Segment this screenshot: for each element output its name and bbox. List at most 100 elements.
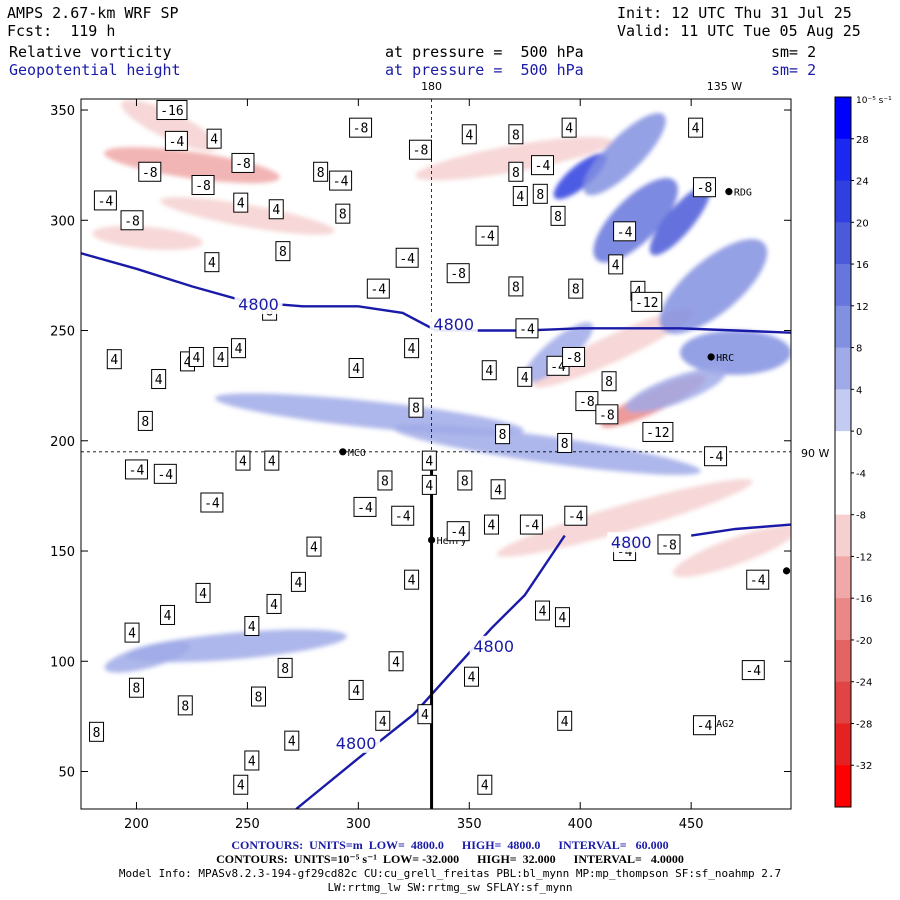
height-label-bg xyxy=(332,732,381,753)
contour-label: 4 xyxy=(557,710,573,731)
x-tick-label: 200 xyxy=(124,817,149,832)
colorbar-tick-label: 16 xyxy=(856,260,869,271)
contour-label-box xyxy=(164,130,188,151)
contour-label-box xyxy=(206,128,222,149)
field2-level: at pressure = 500 hPa xyxy=(385,61,584,79)
colorbar-tick-label: 24 xyxy=(856,177,869,188)
x-tick-label: 300 xyxy=(346,817,371,832)
contour-label: 4 xyxy=(608,254,624,275)
colorbar-swatch xyxy=(835,264,851,307)
contour-label-text: -8 xyxy=(413,144,429,159)
contour-label-text: 8 xyxy=(93,726,101,741)
contour-label-text: 4 xyxy=(217,351,225,366)
contour-label-box xyxy=(512,186,528,207)
colorbar-swatch xyxy=(835,97,851,140)
contour-label: 8 xyxy=(408,397,424,418)
contour-label-box xyxy=(151,369,167,390)
contour-label: -8 xyxy=(575,391,599,412)
contour-label-box xyxy=(608,254,624,275)
contour-label: -4 xyxy=(613,221,637,242)
contour-label-box xyxy=(348,358,364,379)
colorbar-tick-label: -32 xyxy=(856,761,872,772)
positive-vorticity-region xyxy=(393,424,701,475)
contour-label-text: 4 xyxy=(379,715,387,730)
contour-label-text: 8 xyxy=(181,699,189,714)
colorbar-tick-label: 4 xyxy=(856,385,862,396)
contour-label-text: -4 xyxy=(357,501,373,516)
contour-label: 4 xyxy=(231,338,247,359)
contour-label-text: 4 xyxy=(481,779,489,794)
contour-label-box xyxy=(313,161,329,182)
contour-label-text: 4 xyxy=(692,122,700,137)
contour-label-text: 4 xyxy=(425,479,433,494)
contour-label-box xyxy=(495,424,511,445)
contour-label-text: -4 xyxy=(98,194,114,209)
contour-label: -4 xyxy=(366,278,390,299)
contour-label-text: -8 xyxy=(599,408,615,423)
contour-label-box xyxy=(153,463,177,484)
station-label: RDG xyxy=(734,188,752,199)
colorbar-swatch xyxy=(835,556,851,599)
contour-label-box xyxy=(391,505,415,526)
contour-label-text: -4 xyxy=(750,574,766,589)
x-tick-label: 400 xyxy=(568,817,593,832)
contour-label: 4 xyxy=(404,569,420,590)
contour-label-text: 4 xyxy=(237,197,245,212)
contour-label-box xyxy=(517,366,533,387)
contour-label-text: 4 xyxy=(559,611,567,626)
contour-label-box xyxy=(601,371,617,392)
contour-label: 4 xyxy=(244,615,260,636)
contour-label-box xyxy=(329,170,353,191)
contour-label-text: 8 xyxy=(279,245,287,260)
contour-label-box xyxy=(531,155,554,176)
height-label: 4800 xyxy=(433,315,474,334)
contour-label-text: 4 xyxy=(516,190,524,205)
contour-label: 8 xyxy=(508,124,524,145)
contour-label-text: -8 xyxy=(235,157,251,172)
contour-label: 4 xyxy=(375,710,391,731)
footer-vorticity-contours: CONTOURS: UNITS=10⁻⁵ s⁻¹ LOW= -32.000 HI… xyxy=(216,852,684,866)
station-marker xyxy=(725,188,733,196)
contour-label-box xyxy=(404,569,420,590)
contour-label-box xyxy=(235,450,251,471)
contour-label-box xyxy=(213,346,229,367)
meridian-label: 90 W xyxy=(801,447,829,460)
positive-vorticity-region xyxy=(649,185,711,256)
contour-label: -4 xyxy=(704,446,728,467)
contour-label: 4 xyxy=(124,622,140,643)
contour-label-box xyxy=(156,100,188,121)
negative-vorticity-region xyxy=(269,477,447,502)
contour-label-text: 4 xyxy=(392,655,400,670)
colorbar-unit-label: 10⁻⁵ s⁻¹ xyxy=(856,96,892,106)
meridian-label: 180 xyxy=(421,80,442,93)
init-time: Init: 12 UTC Thu 31 Jul 25 xyxy=(617,4,852,22)
contour-label-box xyxy=(631,291,663,312)
contour-label-text: 8 xyxy=(317,166,325,181)
colorbar: 10⁻⁵ s⁻¹ 28 24 20 16 12 8 4 0 -4 -8 -12 -16 -20 -24 -28… xyxy=(834,96,892,808)
y-tick-label: 50 xyxy=(58,766,75,781)
contour-label: 4 xyxy=(461,124,477,145)
contour-label-box xyxy=(477,774,493,795)
contour-label-text: 4 xyxy=(270,598,278,613)
contour-label: 4 xyxy=(348,679,364,700)
contour-label: -8 xyxy=(446,263,470,284)
colorbar-swatch xyxy=(835,180,851,223)
contour-label-text: 4 xyxy=(272,203,280,218)
valid-time: Valid: 11 UTC Tue 05 Aug 25 xyxy=(617,22,861,40)
field2-name: Geopotential height xyxy=(9,61,181,79)
contour-label-box xyxy=(404,338,420,359)
positive-vorticity-region xyxy=(583,112,666,196)
colorbar-swatch xyxy=(835,431,851,474)
contour-label-text: -16 xyxy=(160,104,183,119)
contour-label-text: 4 xyxy=(352,362,360,377)
colorbar-tick-label: -16 xyxy=(856,594,872,605)
contour-label: 4 xyxy=(517,366,533,387)
contour-label-text: 4 xyxy=(128,627,136,642)
contour-label: 8 xyxy=(568,278,584,299)
contour-label-text: -8 xyxy=(579,395,595,410)
contour-label: 4 xyxy=(235,450,251,471)
contour-label-box xyxy=(251,686,266,707)
contour-label-box xyxy=(160,604,176,625)
contour-label: -4 xyxy=(353,496,377,517)
contour-label: 8 xyxy=(557,432,573,453)
